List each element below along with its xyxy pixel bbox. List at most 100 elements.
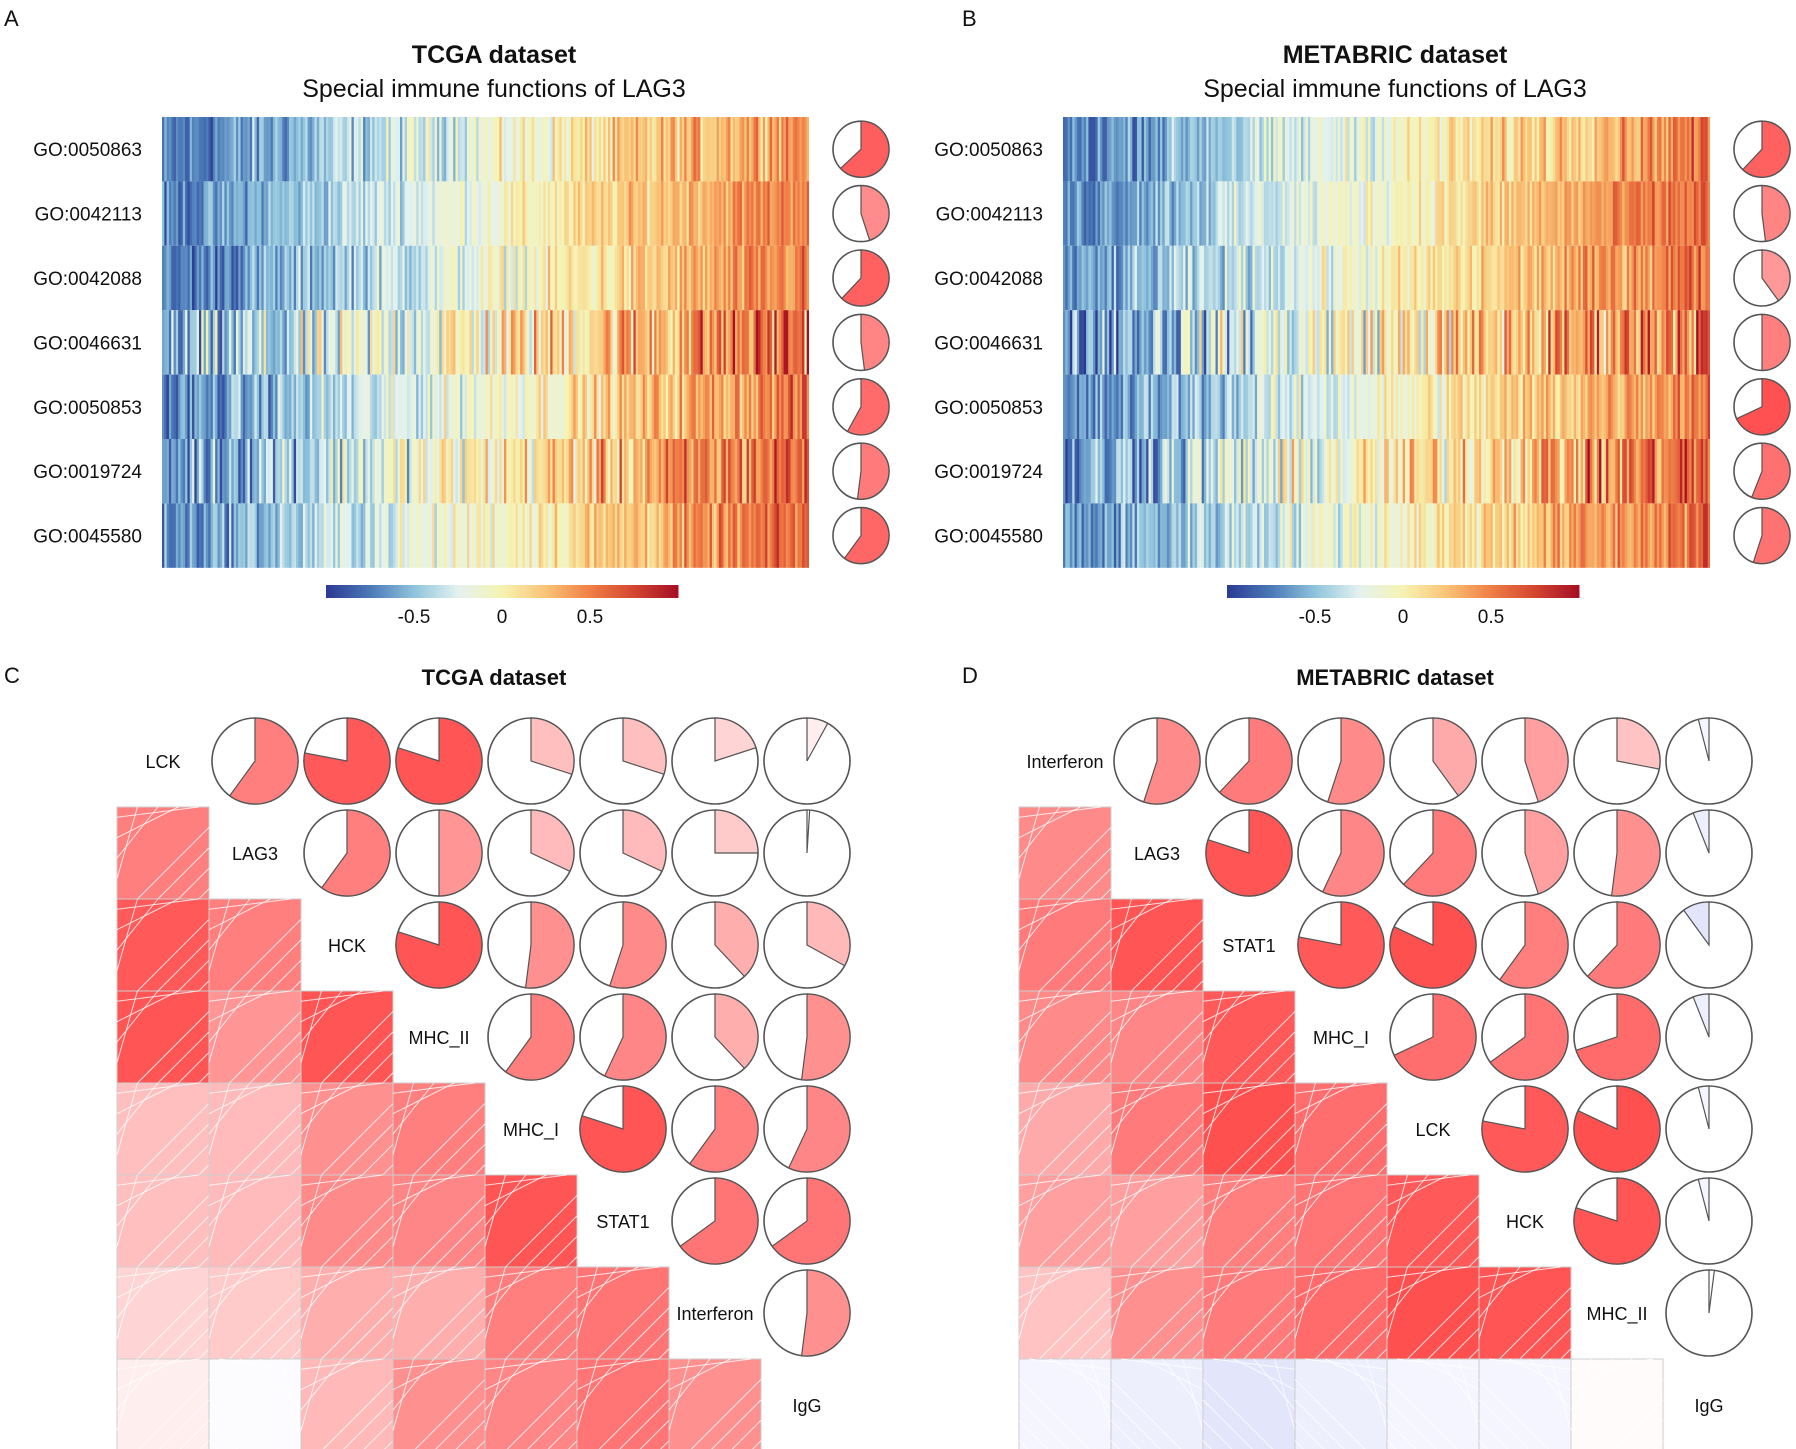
heatmap-cell	[557, 439, 561, 504]
heatmap-cell	[1088, 374, 1092, 439]
heatmap-cell	[1210, 117, 1214, 182]
heatmap-cell	[1645, 439, 1649, 504]
heatmap-cell	[695, 117, 699, 182]
heatmap-cell	[1421, 181, 1425, 246]
heatmap-cell	[1629, 181, 1633, 246]
heatmap-cell	[240, 310, 244, 375]
heatmap-cell	[508, 439, 512, 504]
heatmap-cell	[1566, 374, 1570, 439]
heatmap-cell	[1432, 439, 1436, 504]
heatmap-cell	[661, 181, 665, 246]
heatmap-cell	[374, 503, 378, 568]
heatmap-cell	[554, 374, 558, 439]
heatmap-cell	[166, 181, 170, 246]
heatmap-cell	[423, 310, 427, 375]
hatch-line	[1018, 1419, 1049, 1449]
heatmap-cell	[363, 181, 366, 246]
heatmap-cell	[1153, 245, 1157, 311]
heatmap-cell	[182, 117, 186, 182]
pie-wedge	[1498, 901, 1569, 989]
hatch-line	[1110, 1174, 1153, 1227]
cell-fill	[1202, 1174, 1296, 1268]
heatmap-cell	[302, 245, 306, 311]
heatmap-cell	[1444, 439, 1448, 504]
heatmap-cell	[1180, 439, 1184, 504]
heatmap-cell	[647, 374, 651, 439]
colorbar-segment	[1570, 585, 1574, 598]
heatmap-title: METABRIC dataset	[1283, 41, 1508, 69]
heatmap-cell	[205, 503, 209, 568]
heatmap-cell	[1527, 374, 1531, 439]
heatmap-cell	[1143, 181, 1147, 246]
hatch-line	[484, 1266, 547, 1299]
heatmap-cell	[226, 374, 230, 439]
heatmap-cell	[1233, 439, 1237, 504]
heatmap-cell	[441, 503, 445, 568]
heatmap-cell	[1319, 503, 1323, 568]
heatmap-cell	[1326, 374, 1330, 439]
hatch-line	[1294, 1266, 1357, 1299]
heatmap-cell	[469, 503, 473, 568]
heatmap-cell	[196, 374, 200, 439]
heatmap-cell	[1508, 439, 1512, 504]
heatmap-cell	[406, 181, 410, 246]
heatmap-cell	[501, 245, 505, 311]
heatmap-cell	[1319, 310, 1323, 375]
heatmap-cell	[564, 439, 567, 504]
heatmap-cell	[1582, 310, 1586, 375]
hatch-line	[1284, 1256, 1296, 1268]
heatmap-cell	[1575, 181, 1579, 246]
heatmap-cell	[182, 374, 186, 439]
heatmap-row	[1063, 439, 1710, 504]
correlation-cell	[1294, 1082, 1388, 1176]
hatch-line	[484, 1174, 547, 1207]
hatch-line	[1171, 1327, 1204, 1360]
heatmap-cell	[416, 439, 420, 504]
heatmap-cell	[339, 310, 343, 375]
heatmap-cell	[1555, 117, 1559, 182]
heatmap-cell	[187, 245, 191, 311]
heatmap-cell	[1481, 181, 1485, 246]
colorbar-segment	[1364, 585, 1369, 598]
heatmap-cell	[1578, 374, 1582, 439]
heatmap-cell	[1245, 117, 1249, 182]
correlation-cell	[1202, 1358, 1296, 1449]
heatmap-cell	[268, 117, 272, 182]
heatmap-cell	[309, 503, 313, 568]
heatmap-cell	[658, 117, 662, 182]
heatmap-cell	[559, 181, 563, 246]
heatmap-cell	[1423, 503, 1427, 568]
heatmap-cell	[275, 117, 279, 182]
heatmap-cell	[219, 245, 223, 311]
heatmap-cell	[259, 374, 262, 439]
heatmap-cell	[178, 310, 182, 375]
heatmap-cell	[580, 374, 584, 439]
heatmap-cell	[369, 117, 373, 182]
colorbar-segment	[1370, 585, 1375, 598]
heatmap-cell	[263, 503, 267, 568]
heatmap-cell	[1624, 374, 1628, 439]
heatmap-cell	[1113, 181, 1117, 246]
heatmap-cell	[686, 310, 690, 375]
heatmap-cell	[321, 374, 325, 439]
heatmap-cell	[226, 117, 230, 182]
heatmap-cell	[573, 503, 577, 568]
heatmap-cell	[1684, 310, 1688, 375]
heatmap-cell	[182, 439, 186, 504]
heatmap-cell	[483, 245, 487, 311]
heatmap-cell	[1511, 374, 1515, 439]
heatmap-cell	[1679, 117, 1683, 182]
heatmap-cell	[185, 181, 189, 246]
heatmap-cell	[1631, 117, 1635, 182]
colorbar-segment	[1438, 585, 1442, 598]
heatmap-cell	[254, 310, 258, 375]
heatmap-cell	[1173, 439, 1177, 504]
hatch-line	[157, 1307, 210, 1360]
heatmap-cell	[1344, 310, 1348, 375]
heatmap-cell	[607, 374, 611, 439]
heatmap-cell	[589, 245, 593, 311]
heatmap-cell	[723, 503, 727, 568]
pie-wedge	[1326, 717, 1385, 805]
heatmap-cell	[374, 439, 378, 504]
hatch-line	[300, 990, 363, 1023]
